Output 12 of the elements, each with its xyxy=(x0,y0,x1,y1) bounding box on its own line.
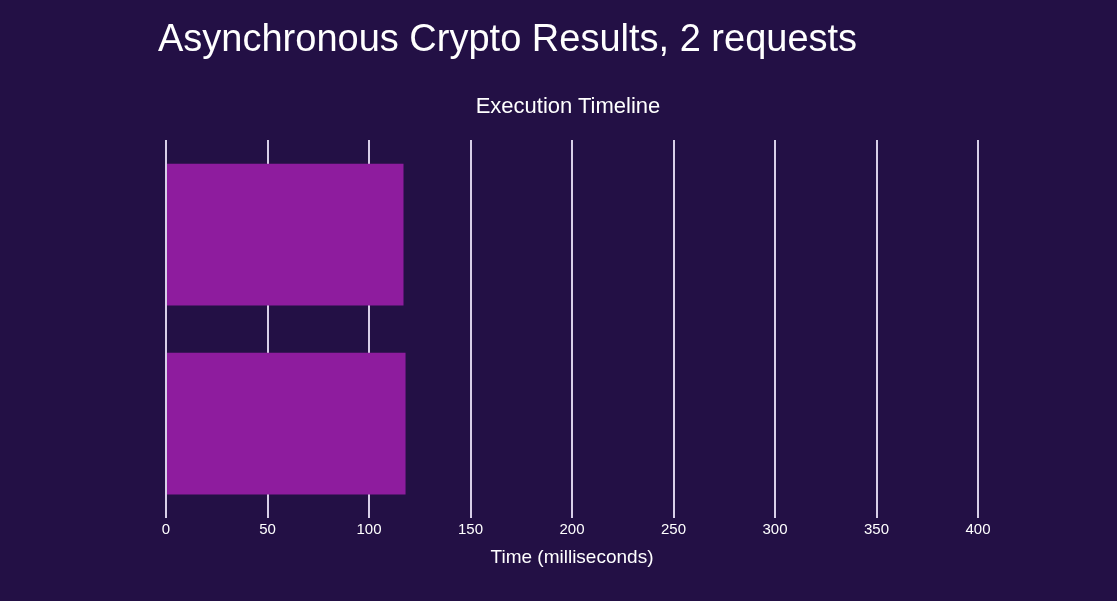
x-tick-label: 0 xyxy=(161,520,171,538)
x-tick-label: 50 xyxy=(259,520,276,538)
x-tick-label: 250 xyxy=(660,520,687,538)
x-tick-label: 100 xyxy=(356,520,382,538)
x-axis-title: Time (milliseconds) xyxy=(490,545,654,567)
x-tick-label: 400 xyxy=(965,520,991,538)
x-tick-label: 350 xyxy=(863,520,890,538)
chart-title: Asynchronous Crypto Results, 2 requests xyxy=(158,17,858,60)
x-tick-label: 150 xyxy=(457,520,484,538)
chart-subtitle: Execution Timeline xyxy=(475,92,661,118)
x-tick-label: 200 xyxy=(559,520,585,538)
x-tick-label: 300 xyxy=(762,520,788,538)
